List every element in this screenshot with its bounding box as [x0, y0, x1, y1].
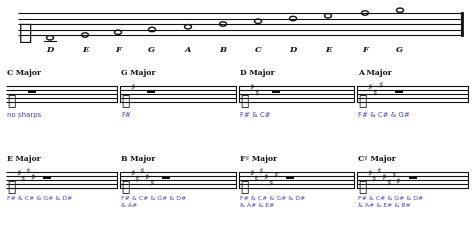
Text: 𝄞: 𝄞 [7, 94, 15, 108]
Text: ♯: ♯ [376, 166, 381, 175]
Text: F# & C# & G# & D#: F# & C# & G# & D# [240, 195, 305, 200]
Text: 𝄞: 𝄞 [19, 23, 32, 43]
Text: 𝄞: 𝄞 [240, 94, 248, 108]
Ellipse shape [219, 23, 227, 27]
Bar [395, 91, 403, 94]
Text: F# & C# & G# & D#: F# & C# & G# & D# [121, 195, 186, 200]
Text: ♯: ♯ [391, 170, 395, 179]
Bar [286, 176, 294, 179]
Text: A Major: A Major [358, 69, 392, 77]
Text: F: F [115, 46, 121, 54]
Text: ♯: ♯ [254, 174, 258, 183]
Text: ♯: ♯ [135, 174, 139, 183]
Ellipse shape [46, 36, 54, 41]
Text: C: C [255, 46, 261, 54]
Text: ♯: ♯ [139, 166, 144, 175]
Text: G Major: G Major [121, 69, 155, 77]
Text: ♯: ♯ [268, 178, 273, 187]
Ellipse shape [148, 28, 155, 32]
Text: E Major: E Major [7, 154, 41, 162]
Text: F: F [362, 46, 368, 54]
Text: 𝄞: 𝄞 [7, 179, 15, 193]
Bar [409, 176, 417, 179]
Text: ♯: ♯ [372, 88, 377, 97]
Text: ♯: ♯ [26, 166, 30, 175]
Text: no sharps: no sharps [7, 112, 41, 117]
Text: F# & C#: F# & C# [240, 112, 271, 117]
Bar [28, 91, 36, 94]
Text: & A#: & A# [121, 202, 137, 207]
Text: ♯: ♯ [249, 82, 253, 91]
Text: F#: F# [121, 112, 131, 117]
Text: D: D [289, 46, 297, 54]
Text: 𝄞: 𝄞 [358, 179, 366, 193]
Text: C Major: C Major [7, 69, 41, 77]
Text: ♯: ♯ [367, 82, 371, 91]
Text: ♯: ♯ [149, 178, 154, 187]
Text: ♯: ♯ [130, 82, 134, 91]
Text: C♯ Major: C♯ Major [358, 154, 396, 162]
Bar [147, 91, 155, 94]
Bar [162, 176, 170, 179]
Text: D: D [46, 46, 54, 54]
Text: ♯: ♯ [386, 178, 391, 187]
Ellipse shape [82, 34, 89, 38]
Text: ♯: ♯ [144, 172, 148, 181]
Ellipse shape [290, 17, 297, 21]
Text: E: E [325, 46, 331, 54]
Bar [272, 91, 280, 94]
Text: 𝄞: 𝄞 [240, 179, 248, 193]
Text: D Major: D Major [240, 69, 274, 77]
Text: & A# & E#: & A# & E# [240, 202, 274, 207]
Text: G: G [148, 46, 155, 54]
Text: ♯: ♯ [372, 174, 376, 183]
Text: ♯: ♯ [378, 80, 382, 89]
Ellipse shape [255, 20, 262, 24]
Text: & A# & E# & B#: & A# & E# & B# [358, 202, 411, 207]
Text: B Major: B Major [121, 154, 155, 162]
Ellipse shape [115, 31, 121, 35]
Text: F# & C# & G# & D#: F# & C# & G# & D# [7, 195, 73, 200]
Text: ♯: ♯ [367, 168, 371, 177]
Ellipse shape [396, 9, 403, 14]
Text: ♯: ♯ [396, 176, 400, 185]
Text: B: B [219, 46, 227, 54]
Text: 𝄞: 𝄞 [358, 94, 366, 108]
Ellipse shape [362, 12, 368, 16]
Text: 𝄞: 𝄞 [121, 94, 129, 108]
Text: ♯: ♯ [258, 166, 263, 175]
Text: F♯ Major: F♯ Major [240, 154, 277, 162]
Text: A: A [185, 46, 191, 54]
Text: E: E [82, 46, 88, 54]
Ellipse shape [325, 14, 331, 19]
Text: ♯: ♯ [16, 168, 20, 177]
Text: ♯: ♯ [130, 168, 134, 177]
Text: G: G [396, 46, 403, 54]
Text: ♯: ♯ [249, 168, 253, 177]
Text: ♯: ♯ [263, 172, 268, 181]
Text: ♯: ♯ [273, 170, 277, 179]
Text: ♯: ♯ [20, 174, 25, 183]
Text: 𝄞: 𝄞 [121, 179, 129, 193]
Text: F# & C# & G# & D#: F# & C# & G# & D# [358, 195, 423, 200]
Ellipse shape [184, 26, 191, 30]
Text: ♯: ♯ [30, 172, 35, 181]
Bar [43, 176, 51, 179]
Text: F# & C# & G#: F# & C# & G# [358, 112, 410, 117]
Text: ♯: ♯ [381, 172, 385, 181]
Text: ♯: ♯ [255, 88, 259, 97]
